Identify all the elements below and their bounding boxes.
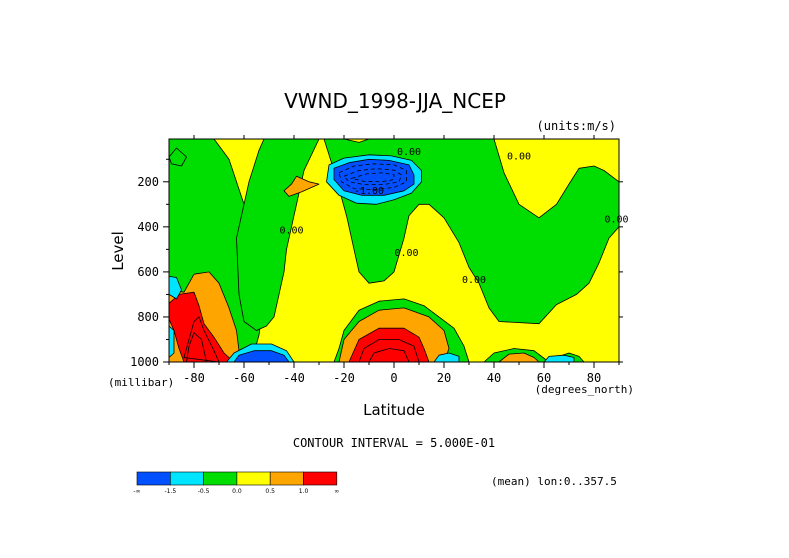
contour-label-5: -1.00 <box>354 186 384 197</box>
contour-label-6: 0.00 <box>604 214 628 225</box>
y-tick-label-0: 200 <box>137 175 159 189</box>
y-tick-label-2: 600 <box>137 265 159 279</box>
contour-region-8 <box>283 175 320 197</box>
contour-region-12 <box>348 327 430 363</box>
colorbar-label-4: 0.5 <box>265 488 275 495</box>
colorbar-label-2: -0.5 <box>198 488 210 495</box>
contour-line-1 <box>343 168 402 185</box>
y-axis-unit: (millibar) <box>108 376 174 389</box>
colorbar-swatch-4 <box>269 471 304 486</box>
x-tick-label-6: 40 <box>487 371 501 385</box>
contour-region-2 <box>236 138 620 331</box>
colorbar-swatch-1 <box>170 471 204 486</box>
contour-interval-label: CONTOUR INTERVAL = 5.000E-01 <box>293 436 495 450</box>
x-tick-label-3: -20 <box>333 371 355 385</box>
colorbar: -∞ -1.5 -0.5 0.0 0.5 1.0 ∞ <box>133 471 339 495</box>
x-tick-label-1: -60 <box>233 371 255 385</box>
plot-area <box>168 138 620 363</box>
x-axis: -80 -60 -40 -20 0 20 40 60 80 <box>168 135 620 385</box>
contour-region-14 <box>168 325 175 358</box>
colorbar-label-3: 0.0 <box>232 488 242 495</box>
units-label: (units:m/s) <box>537 119 616 133</box>
contour-label-2: 0.00 <box>462 275 486 286</box>
x-tick-label-8: 80 <box>587 371 601 385</box>
x-tick-label-2: -40 <box>283 371 305 385</box>
contour-line-0 <box>338 163 407 191</box>
x-tick-label-4: 0 <box>390 371 397 385</box>
contour-labels: 0.00 0.00 0.00 0.00 0.00 -1.00 0.00 <box>279 147 628 286</box>
contour-label-1: 0.00 <box>394 248 418 259</box>
colorbar-label-6: ∞ <box>334 488 339 495</box>
x-axis-label: Latitude <box>363 401 425 419</box>
y-axis-label: Level <box>109 231 127 271</box>
colorbar-label-0: -∞ <box>133 488 140 495</box>
contour-region-3 <box>168 147 187 167</box>
colorbar-label-5: 1.0 <box>299 488 309 495</box>
x-tick-label-5: 20 <box>437 371 451 385</box>
x-axis-unit: (degrees_north) <box>535 383 634 396</box>
contour-label-3: 0.00 <box>507 151 531 162</box>
y-tick-label-3: 800 <box>137 310 159 324</box>
footer-mean-label: (mean) lon:0..357.5 <box>491 475 617 488</box>
chart-title: VWND_1998-JJA_NCEP <box>284 89 506 113</box>
contour-region-20 <box>333 158 415 196</box>
contour-label-0: 0.00 <box>279 226 303 237</box>
colorbar-swatch-2 <box>203 471 238 486</box>
x-tick-label-7: 60 <box>537 371 551 385</box>
y-tick-label-1: 400 <box>137 220 159 234</box>
colorbar-swatch-5 <box>303 471 338 486</box>
colorbar-swatch-0 <box>136 471 171 486</box>
contour-line-3 <box>183 316 220 363</box>
y-axis: 200 400 600 800 1000 <box>130 158 623 369</box>
contour-line-2 <box>349 172 395 183</box>
colorbar-swatch-3 <box>236 471 271 486</box>
y-tick-label-4: 1000 <box>130 355 159 369</box>
contour-label-4: 0.00 <box>397 147 421 158</box>
colorbar-label-1: -1.5 <box>164 488 176 495</box>
x-tick-label-0: -80 <box>183 371 205 385</box>
